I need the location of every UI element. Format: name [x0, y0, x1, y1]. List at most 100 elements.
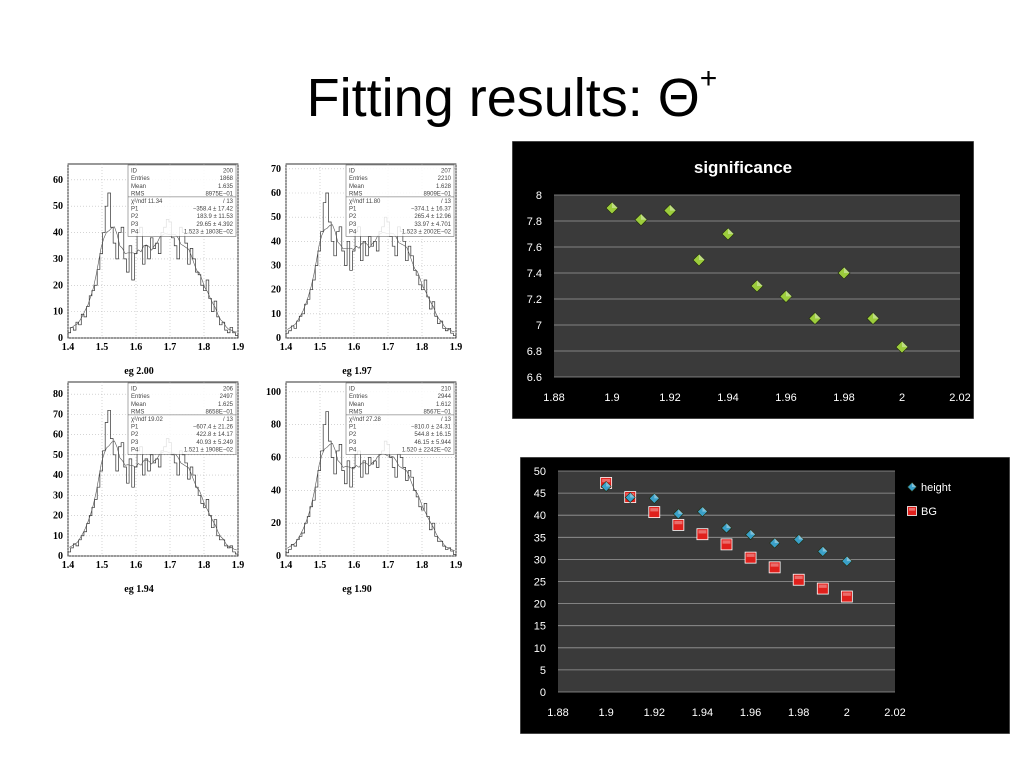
stats-value: 200: [223, 169, 234, 175]
chart-title: significance: [694, 158, 792, 177]
diamond-marker-shape: [837, 266, 851, 280]
stats-label: χ²/ndf 11.34: [131, 199, 163, 205]
stats-box: [345, 164, 455, 237]
stats-value: 544.8 ± 16.15: [414, 432, 451, 438]
stats-value: 1868: [220, 176, 234, 182]
stats-value: 40.93 ± 5.249: [196, 440, 233, 446]
height-point: [672, 508, 684, 520]
x-tick-label: 1.92: [659, 392, 680, 404]
y-tick-label: 0: [276, 333, 281, 344]
y-tick-label: 7.8: [527, 216, 542, 228]
stats-label: P4: [349, 229, 357, 235]
y-tick-label: 0: [276, 551, 281, 562]
stats-value: 29.65 ± 4.392: [196, 222, 233, 228]
x-tick-label: 1.4: [62, 560, 75, 571]
diamond-marker-shape: [808, 312, 822, 325]
x-tick-label: 1.9: [450, 560, 463, 571]
diamond-highlight: [774, 538, 780, 544]
y-tick-label: 50: [53, 201, 63, 212]
stats-label: P1: [349, 425, 357, 431]
fit-curve: [69, 226, 237, 333]
y-tick-label: 45: [534, 488, 546, 500]
fit-curve: [287, 224, 455, 333]
diamond-highlight: [757, 280, 763, 286]
height-bg-chart: 0 5 10 15 20 25 30 35 40 45 50 1.88 1.9 1.92 1.94 1.96 1…: [520, 457, 1010, 734]
square-highlight: [794, 575, 803, 580]
stats-label: P3: [349, 440, 357, 446]
square-highlight: [674, 520, 683, 525]
x-tick-label: 1.9: [232, 342, 245, 353]
diamond-marker-shape: [672, 508, 684, 520]
bg-point: [840, 590, 853, 603]
y-tick-label: 50: [271, 212, 281, 223]
bg-point: [696, 528, 709, 541]
square-marker-shape: [744, 551, 757, 564]
stats-label: Mean: [349, 402, 364, 408]
x-tick-label: 1.98: [833, 392, 854, 404]
diamond-marker-shape: [721, 522, 732, 534]
stats-value: 1.628: [436, 184, 452, 190]
diamond-highlight: [728, 228, 734, 234]
stats-value: 33.97 ± 4.701: [414, 222, 451, 228]
x-tick-label: 1.96: [740, 707, 761, 719]
diamond-highlight: [678, 508, 684, 514]
square-highlight: [698, 530, 707, 534]
stats-value: 46.15 ± 5.944: [414, 440, 451, 446]
diamond-highlight: [822, 546, 828, 552]
stats-value: −374.1 ± 16.37: [411, 207, 452, 213]
stats-label: P4: [131, 447, 139, 453]
legend-height-label: height: [921, 482, 951, 494]
x-tick-label: 1.5: [314, 560, 327, 571]
stats-label: RMS: [349, 191, 362, 197]
diamond-marker-shape: [648, 492, 660, 504]
stats-box: [127, 164, 237, 237]
stats-value: 8658E−01: [205, 409, 233, 415]
y-tick-label: 70: [271, 164, 281, 175]
x-tick-label: 2: [844, 707, 850, 719]
y-tick-label: 8: [536, 190, 542, 202]
stats-value: / 13: [441, 417, 452, 423]
x-tick-label: 1.6: [130, 342, 143, 353]
stats-value: 1.625: [218, 402, 234, 408]
diamond-highlight: [670, 204, 676, 211]
y-tick-label: 20: [53, 511, 63, 522]
stats-value: 206: [223, 387, 234, 393]
diamond-marker-shape: [779, 289, 793, 303]
bg-point: [816, 582, 829, 595]
square-marker-shape: [907, 506, 917, 516]
y-tick-label: 20: [271, 285, 281, 296]
significance-chart: significance 6.6 6.8 7 7.2 7.4 7.6 7.8 8 1.88 1.9 1…: [512, 141, 974, 419]
y-tick-label: 40: [271, 485, 281, 496]
stats-value: 1.635: [218, 184, 234, 190]
diamond-marker-shape: [750, 279, 764, 293]
y-tick-label: 35: [534, 532, 546, 544]
diamond-highlight: [786, 290, 792, 297]
y-tick-label: 6.8: [527, 346, 542, 358]
diamond-marker-shape: [624, 492, 636, 503]
stats-label: ID: [349, 387, 356, 393]
x-tick-label: 1.8: [416, 560, 429, 571]
square-highlight: [602, 478, 611, 483]
y-tick-label: 30: [53, 254, 63, 265]
x-tick-label: 1.8: [198, 560, 211, 571]
height-point: [648, 492, 660, 504]
x-tick-label: 1.4: [62, 342, 75, 353]
stats-value: 8567E−01: [423, 409, 451, 415]
diamond-marker-shape: [745, 529, 756, 541]
diamond-highlight: [798, 534, 804, 540]
square-highlight: [909, 508, 915, 511]
x-tick-label: 1.6: [348, 560, 361, 571]
square-marker-shape: [720, 538, 733, 551]
stats-value: 8975E−01: [205, 191, 233, 197]
stats-value: / 13: [441, 199, 452, 205]
x-tick-label: 1.9: [598, 707, 613, 719]
stats-value: 1.523 ± 2002E−02: [402, 229, 452, 235]
square-marker-shape: [840, 590, 853, 603]
y-tick-label: 20: [271, 518, 281, 529]
diamond-highlight: [702, 506, 708, 512]
square-highlight: [818, 584, 827, 588]
stats-value: −810.0 ± 24.31: [411, 425, 452, 431]
diamond-highlight: [630, 492, 636, 498]
x-tick-label: 1.4: [280, 560, 293, 571]
x-tick-label: 1.94: [692, 707, 713, 719]
